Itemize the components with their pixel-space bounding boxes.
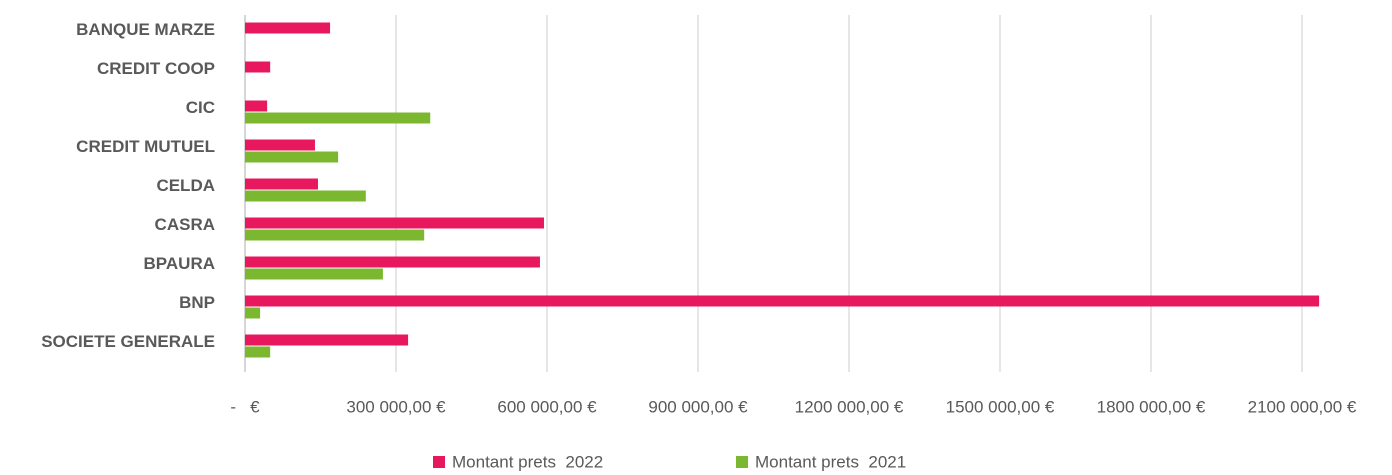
x-tick-label: 600 000,00 € bbox=[497, 397, 597, 416]
category-label: BNP bbox=[179, 293, 215, 312]
x-tick-label: 1500 000,00 € bbox=[946, 397, 1055, 416]
bar bbox=[245, 112, 431, 124]
bar bbox=[245, 229, 425, 241]
bar bbox=[245, 217, 544, 229]
x-tick-label: 900 000,00 € bbox=[648, 397, 748, 416]
category-label: CASRA bbox=[155, 215, 215, 234]
category-label: BANQUE MARZE bbox=[76, 20, 215, 39]
legend-swatch bbox=[736, 456, 748, 468]
legend-label: Montant prets 2021 bbox=[755, 452, 906, 471]
x-tick-label: 1800 000,00 € bbox=[1097, 397, 1206, 416]
x-tick-label: 1200 000,00 € bbox=[795, 397, 904, 416]
x-tick-label: - € bbox=[230, 397, 260, 416]
bar bbox=[245, 61, 271, 73]
legend-label: Montant prets 2022 bbox=[452, 452, 603, 471]
bar bbox=[245, 334, 409, 346]
bar bbox=[245, 346, 271, 358]
bar bbox=[245, 268, 383, 280]
category-label: BPAURA bbox=[144, 254, 215, 273]
bar bbox=[245, 22, 331, 34]
legend-swatch bbox=[433, 456, 445, 468]
bar bbox=[245, 307, 261, 319]
x-tick-label: 2100 000,00 € bbox=[1248, 397, 1357, 416]
category-label: CREDIT COOP bbox=[97, 59, 215, 78]
category-label: SOCIETE GENERALE bbox=[41, 332, 215, 351]
bar bbox=[245, 178, 318, 190]
category-label: CELDA bbox=[156, 176, 215, 195]
category-label: CIC bbox=[186, 98, 215, 117]
bar bbox=[245, 190, 366, 202]
bar bbox=[245, 151, 339, 163]
bar bbox=[245, 100, 268, 112]
bar bbox=[245, 256, 540, 268]
category-label: CREDIT MUTUEL bbox=[76, 137, 215, 156]
x-tick-label: 300 000,00 € bbox=[346, 397, 446, 416]
bar bbox=[245, 295, 1320, 307]
bar bbox=[245, 139, 315, 151]
